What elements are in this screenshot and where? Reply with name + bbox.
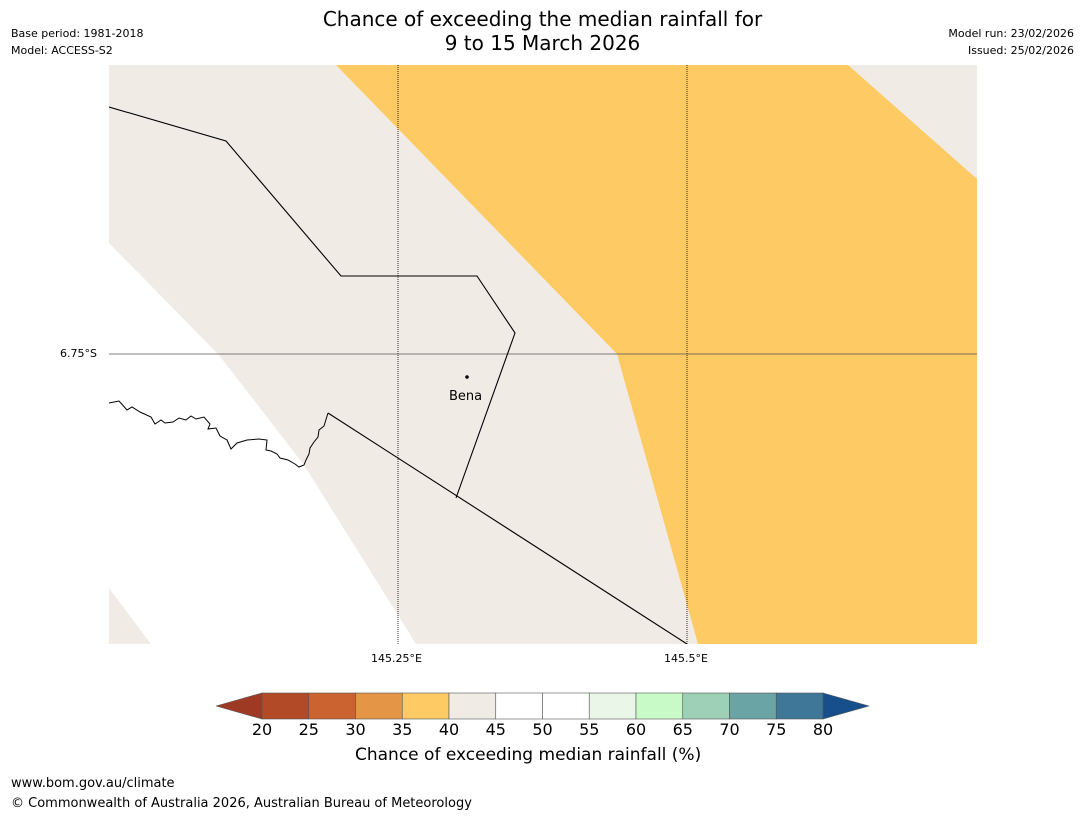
colorbar-arrow-low	[216, 692, 263, 720]
colorbar-segment-70-75	[729, 692, 777, 720]
footer-copyright: © Commonwealth of Australia 2026, Austra…	[11, 796, 472, 811]
bena-town-marker	[465, 375, 469, 379]
colorbar-segment-20-25	[261, 692, 310, 720]
lon-label-2: 145.5°E	[664, 652, 708, 665]
colorbar-tick-60: 60	[625, 720, 647, 739]
forecast-map	[109, 65, 977, 644]
colorbar-segment-45-50	[495, 692, 543, 720]
colorbar-tick-75: 75	[766, 720, 787, 739]
province-boundary-south	[327, 412, 688, 644]
colorbar-segment-50-55	[542, 692, 590, 720]
colorbar-tick-55: 55	[579, 720, 600, 739]
chart-title-line1: Chance of exceeding the median rainfall …	[322, 7, 763, 31]
colorbar-segment-60-65	[635, 692, 684, 720]
lon-label-1: 145.25°E	[371, 652, 422, 665]
colorbar-tick-70: 70	[719, 720, 740, 739]
model-name: Model: ACCESS-S2	[11, 44, 113, 57]
colorbar-tick-65: 65	[672, 720, 693, 739]
coastline	[109, 400, 329, 468]
province-boundary-north	[109, 106, 516, 499]
colorbar-segment-55-60	[588, 692, 637, 720]
colorbar-segment-25-30	[308, 692, 356, 720]
lat-label: 6.75°S	[60, 347, 97, 360]
colorbar-tick-35: 35	[392, 720, 413, 739]
colorbar-segment-40-45	[448, 692, 497, 720]
footer-url[interactable]: www.bom.gov.au/climate	[11, 776, 175, 791]
band-40-45-corner	[109, 588, 151, 644]
colorbar-tick-80: 80	[812, 720, 834, 739]
colorbar-segment-35-40	[401, 692, 450, 720]
band-35-40-region	[336, 65, 977, 644]
colorbar-title: Chance of exceeding median rainfall (%)	[355, 745, 702, 765]
base-period: Base period: 1981-2018	[11, 27, 144, 40]
colorbar-segment-65-70	[682, 692, 730, 720]
chart-title-line2: 9 to 15 March 2026	[444, 31, 641, 55]
colorbar-tick-30: 30	[345, 720, 366, 739]
colorbar-arrow-high	[822, 692, 870, 720]
colorbar-tick-40: 40	[438, 720, 460, 739]
model-run: Model run: 23/02/2026	[948, 27, 1074, 40]
colorbar-tick-45: 45	[485, 720, 506, 739]
issued-date: Issued: 25/02/2026	[967, 44, 1074, 57]
colorbar-segment-30-35	[355, 692, 403, 720]
colorbar-tick-50: 50	[532, 720, 553, 739]
colorbar-tick-25: 25	[298, 720, 319, 739]
colorbar-segment-75-80	[775, 692, 824, 720]
colorbar	[216, 692, 870, 720]
colorbar-tick-20: 20	[251, 720, 273, 739]
place-label-bena: Bena	[449, 389, 483, 404]
